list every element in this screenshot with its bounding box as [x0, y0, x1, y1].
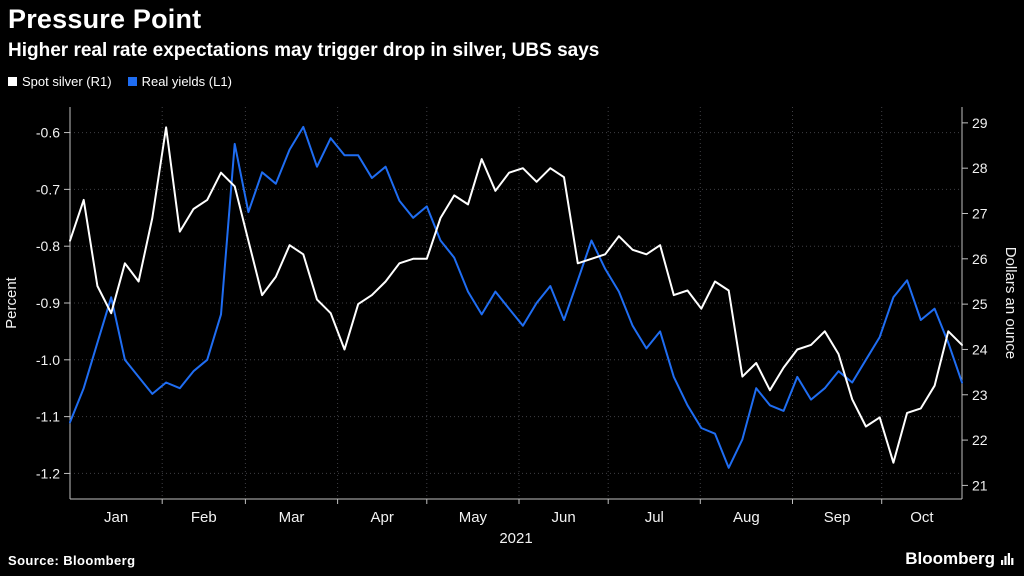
x-axis-month-label: Mar [279, 509, 305, 526]
legend: Spot silver (R1) Real yields (L1) [8, 74, 232, 89]
bloomberg-wordmark: Bloomberg [905, 549, 995, 568]
legend-swatch-real-yields-icon [127, 77, 137, 86]
x-axis-month-label: Sep [824, 509, 851, 526]
legend-swatch-spot-silver-icon [8, 77, 17, 86]
left-axis-tick-label: -0.7 [36, 181, 60, 197]
legend-item-spot-silver: Spot silver (R1) [8, 74, 112, 89]
x-axis-month-label: Aug [733, 509, 760, 526]
bloomberg-terminal-icon [1000, 552, 1014, 566]
source-credit: Source: Bloomberg [8, 553, 136, 568]
x-axis-month-label: Oct [910, 509, 934, 526]
left-axis-tick-label: -0.9 [36, 295, 60, 311]
right-axis-tick-label: 29 [972, 115, 988, 131]
x-axis-month-label: May [459, 509, 488, 526]
left-axis-tick-label: -1.2 [36, 465, 60, 481]
right-axis-tick-label: 23 [972, 387, 988, 403]
left-axis-tick-label: -1.0 [36, 352, 60, 368]
x-axis-month-label: Jun [552, 509, 576, 526]
right-axis-tick-label: 25 [972, 296, 988, 312]
left-axis-title: Percent [3, 276, 20, 329]
series-line-spot-silver-r1- [69, 126, 963, 464]
left-axis-tick-label: -1.1 [36, 409, 60, 425]
legend-item-real-yields: Real yields (L1) [127, 74, 232, 89]
left-axis-tick-label: -0.6 [36, 125, 60, 141]
x-axis-month-label: Apr [371, 509, 394, 526]
right-axis-tick-label: 21 [972, 477, 988, 493]
x-axis-month-label: Jan [104, 509, 128, 526]
x-axis-month-label: Jul [645, 509, 664, 526]
right-axis-tick-label: 28 [972, 160, 988, 176]
right-axis-title: Dollars an ounce [1002, 247, 1019, 360]
chart-title: Pressure Point [8, 4, 202, 34]
right-axis-tick-label: 26 [972, 251, 988, 267]
right-axis-tick-label: 24 [972, 342, 988, 358]
legend-label-spot-silver: Spot silver (R1) [22, 74, 112, 89]
bloomberg-logo: Bloomberg [905, 549, 1014, 569]
right-axis-tick-label: 22 [972, 432, 988, 448]
series-line-real-yields-l1- [69, 125, 963, 469]
x-axis-month-label: Feb [191, 509, 217, 526]
left-axis-tick-label: -0.8 [36, 238, 60, 254]
chart-subtitle: Higher real rate expectations may trigge… [8, 40, 600, 61]
right-axis-tick-label: 27 [972, 206, 988, 222]
legend-label-real-yields: Real yields (L1) [141, 74, 232, 89]
x-axis-year-label: 2021 [499, 530, 532, 547]
